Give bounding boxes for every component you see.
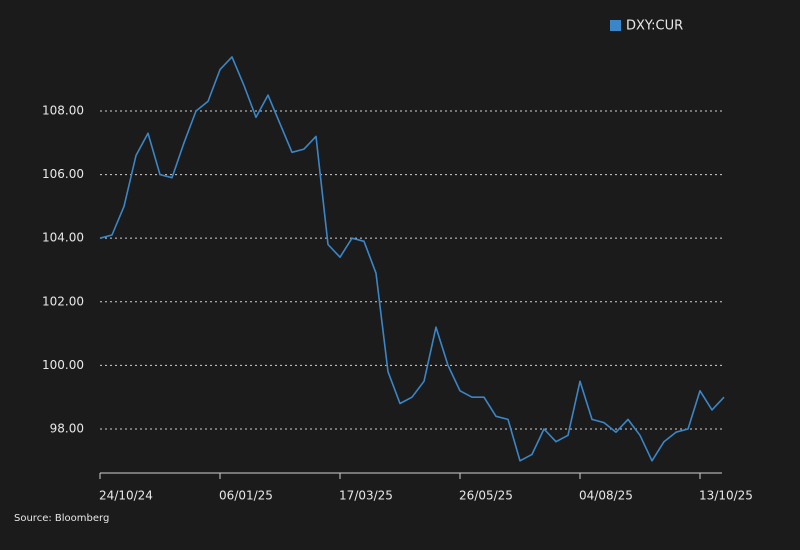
y-tick-label: 100.00 [42, 358, 84, 372]
y-tick-label: 98.00 [50, 421, 84, 435]
x-tick-label: 06/01/25 [219, 489, 273, 503]
y-tick-label: 102.00 [42, 294, 84, 308]
x-tick-label: 04/08/25 [579, 489, 633, 503]
x-tick-label: 17/03/25 [339, 489, 393, 503]
x-tick-label: 13/10/25 [699, 489, 753, 503]
y-tick-label: 104.00 [42, 231, 84, 245]
legend-label: DXY:CUR [626, 19, 683, 34]
data-line [99, 56, 725, 462]
source-note: Source: Bloomberg [14, 513, 109, 524]
x-tick-label: 26/05/25 [459, 489, 513, 503]
y-tick-label: 106.00 [42, 167, 84, 181]
y-tick-label: 108.00 [42, 103, 84, 117]
legend-swatch [610, 20, 621, 31]
x-tick-label: 24/10/24 [99, 489, 153, 503]
